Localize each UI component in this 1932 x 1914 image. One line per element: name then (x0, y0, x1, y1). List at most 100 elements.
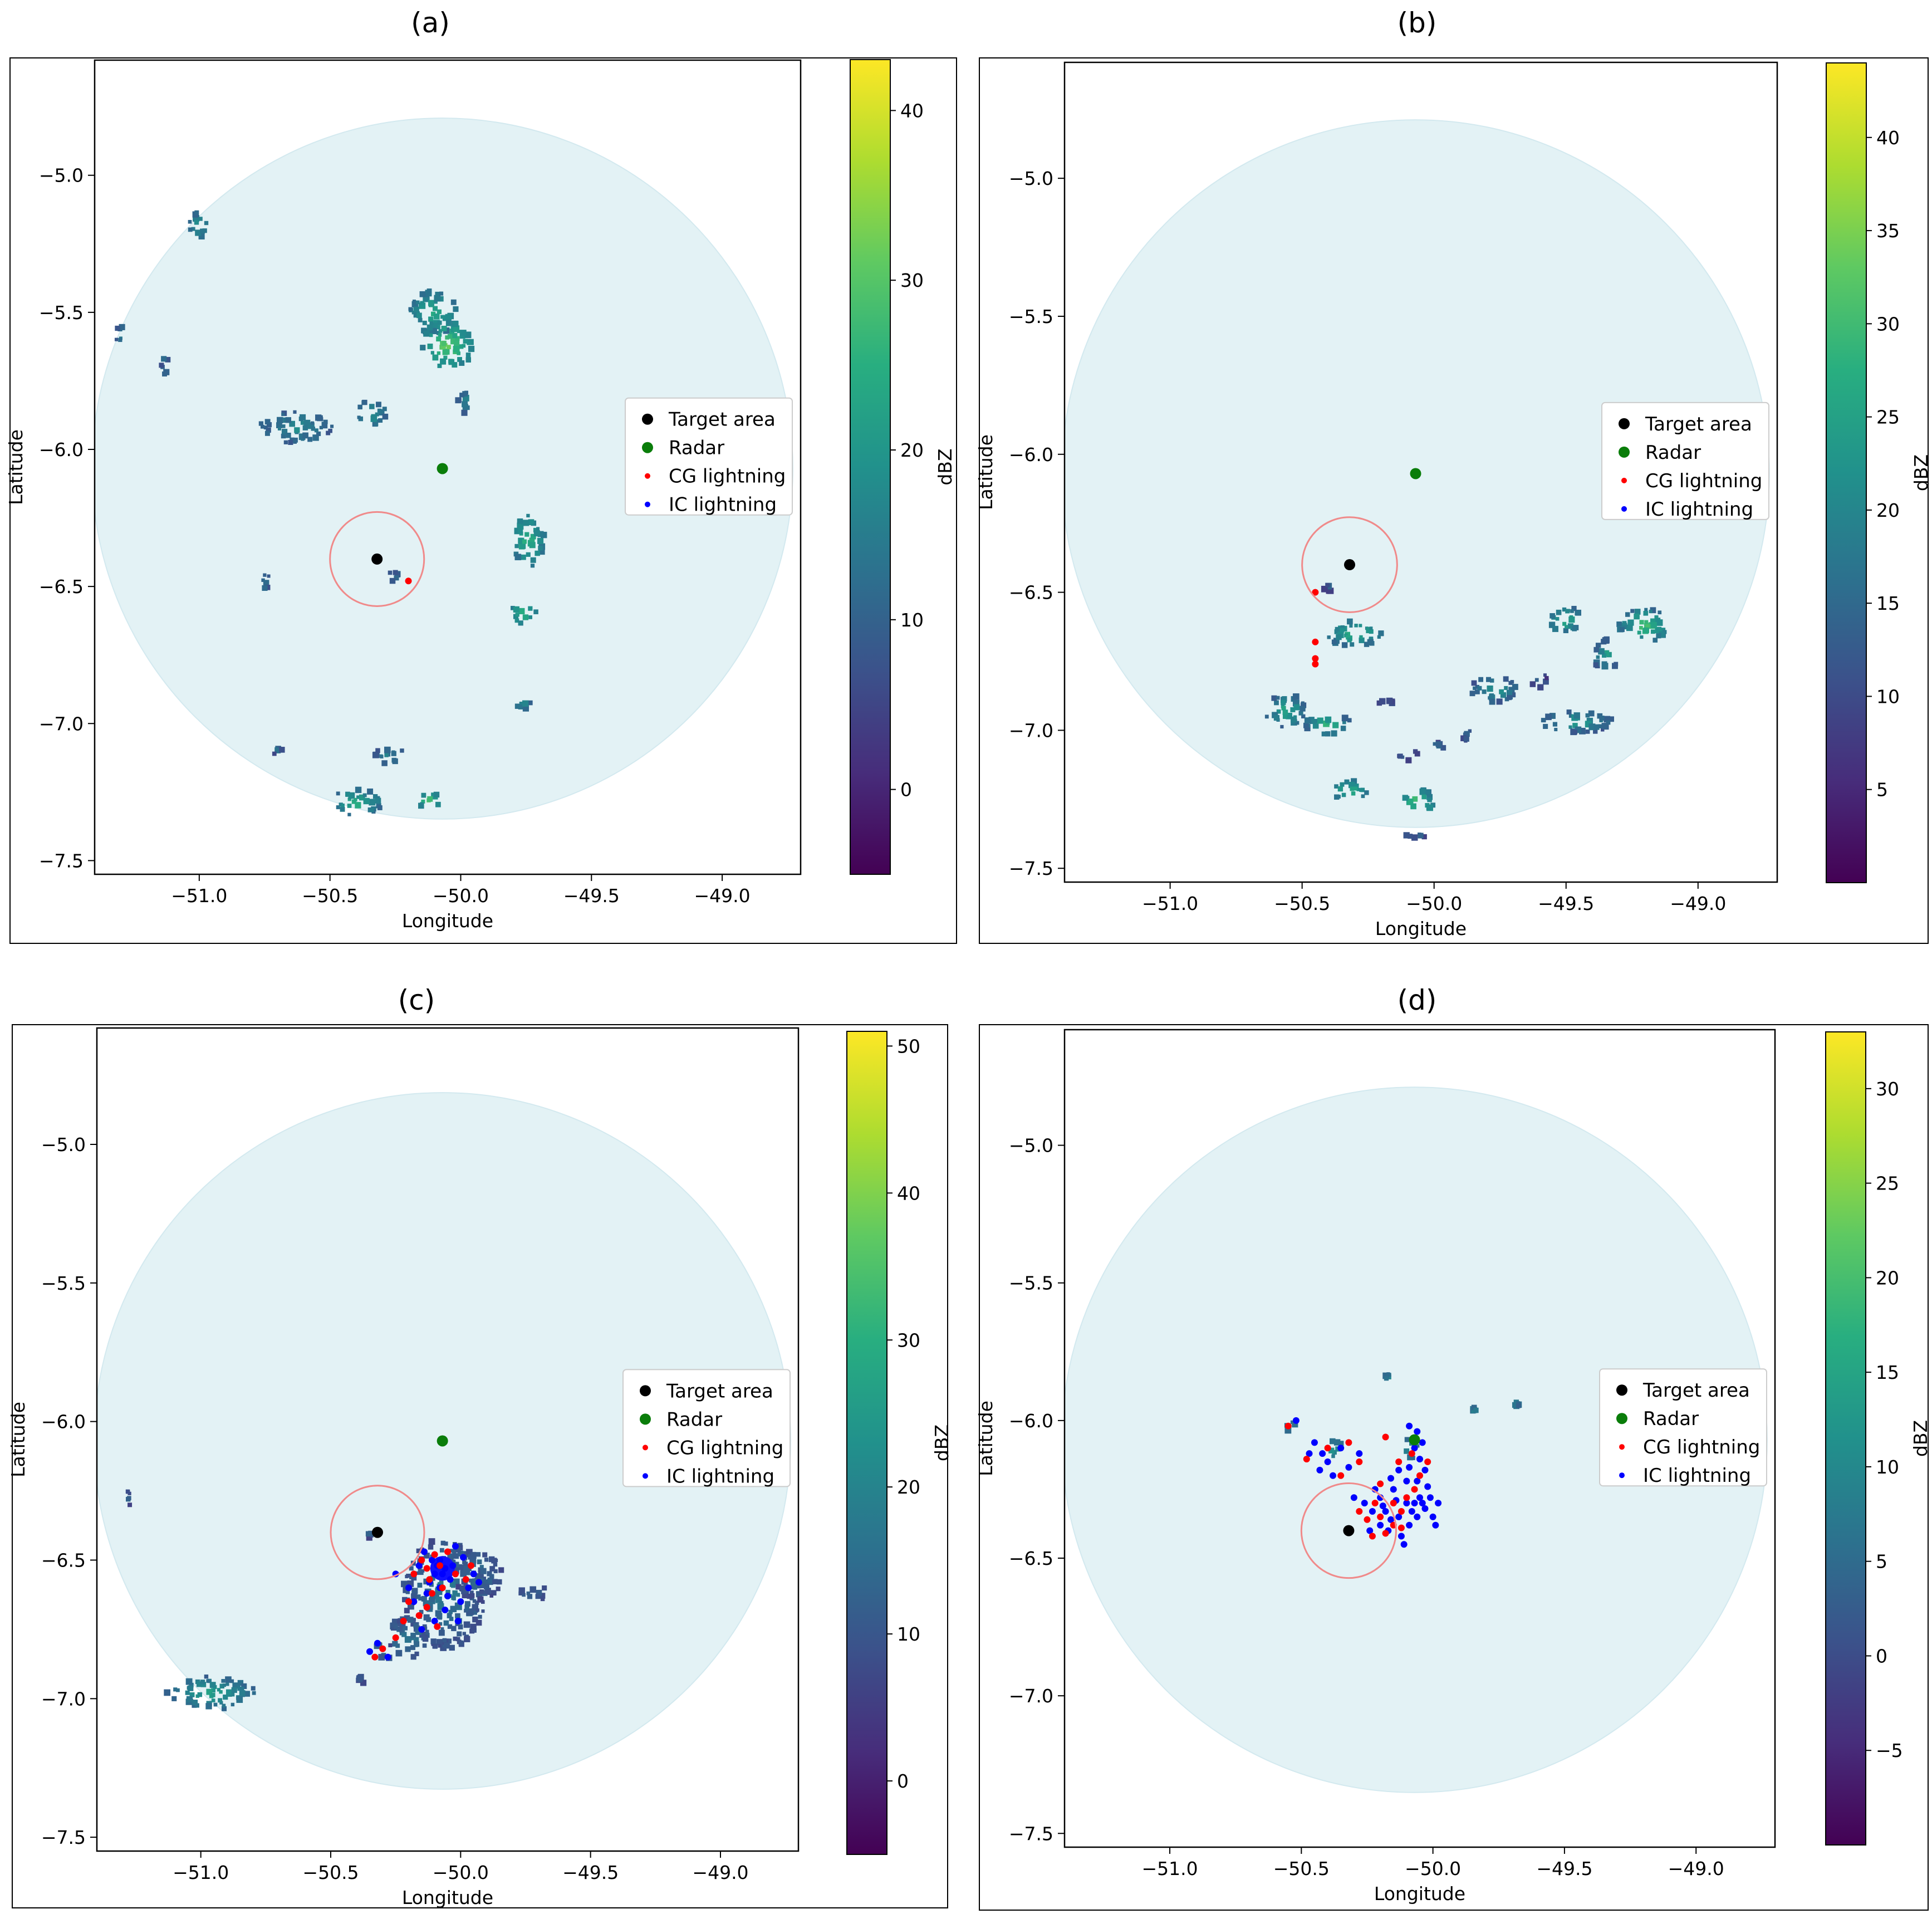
echo-pixel (1659, 631, 1665, 638)
echo-pixel (1486, 677, 1492, 682)
echo-pixel (439, 1548, 444, 1553)
echo-pixel (443, 348, 450, 355)
echo-pixel (189, 1682, 194, 1688)
echo-pixel (1616, 621, 1622, 627)
echo-pixel (225, 1676, 232, 1683)
echo-pixel (1414, 751, 1420, 757)
echo-cell (336, 786, 383, 816)
ic-lightning-point (1330, 1472, 1337, 1479)
radar-marker (1410, 468, 1421, 479)
ic-lightning-point (1311, 1439, 1318, 1446)
ic-lightning-point (1403, 1500, 1410, 1507)
echo-pixel (472, 1616, 478, 1623)
echo-pixel (518, 1587, 525, 1594)
echo-pixel (396, 1622, 400, 1627)
cg-lightning-point (434, 1623, 441, 1630)
x-tick-label: −50.0 (1406, 893, 1462, 914)
echo-pixel (401, 1580, 408, 1588)
echo-pixel (439, 1580, 444, 1585)
echo-pixel (1537, 684, 1544, 691)
ic-lightning-point (374, 1639, 381, 1647)
echo-pixel (1356, 787, 1360, 791)
echo-pixel (1359, 624, 1362, 628)
echo-pixel (1331, 730, 1337, 737)
echo-pixel (438, 329, 443, 333)
echo-pixel (415, 1652, 419, 1656)
echo-pixel (455, 1613, 460, 1619)
echo-pixel (469, 1628, 475, 1634)
colorbar-tick-label: 30 (897, 1329, 920, 1351)
cg-lightning-point (1416, 1472, 1423, 1479)
ic-lightning-point (1382, 1507, 1389, 1515)
echo-pixel (533, 530, 540, 537)
echo-pixel (542, 1585, 547, 1591)
echo-pixel (462, 391, 468, 396)
echo-pixel (188, 219, 192, 224)
cg-lightning-point (468, 1562, 474, 1569)
target-area-marker (371, 553, 383, 565)
echo-pixel (538, 549, 545, 555)
echo-pixel (1475, 684, 1480, 689)
colorbar-label: dBZ (1910, 1420, 1931, 1457)
cg-lightning-point (371, 1653, 379, 1661)
echo-pixel (1566, 709, 1572, 715)
echo-pixel (1402, 795, 1409, 801)
echo-pixel (197, 1692, 203, 1697)
legend-marker-target (1616, 1384, 1627, 1396)
y-axis-label: Latitude (7, 1402, 29, 1477)
echo-cell (1376, 697, 1395, 707)
echo-pixel (298, 433, 306, 440)
colorbar-label: dBZ (934, 448, 956, 485)
echo-cell (1403, 832, 1427, 841)
echo-pixel (1650, 618, 1656, 624)
echo-cell (1512, 1399, 1522, 1409)
echo-pixel (198, 217, 203, 221)
x-tick-label: −50.5 (302, 885, 358, 907)
y-tick-label: −5.0 (41, 1134, 86, 1156)
echo-pixel (533, 609, 538, 614)
echo-pixel (462, 394, 469, 402)
echo-pixel (535, 550, 540, 556)
echo-pixel (428, 1538, 435, 1545)
x-tick-label: −49.0 (694, 885, 751, 907)
echo-pixel (219, 1690, 223, 1694)
cg-lightning-point (405, 1598, 412, 1605)
echo-pixel (1555, 616, 1560, 621)
echo-pixel (470, 1555, 477, 1562)
echo-pixel (453, 1578, 460, 1585)
echo-pixel (1334, 784, 1338, 789)
echo-pixel (513, 606, 519, 613)
echo-pixel (421, 799, 425, 804)
echo-pixel (1593, 662, 1598, 668)
echo-pixel (435, 1596, 442, 1603)
echo-pixel (426, 324, 433, 331)
echo-pixel (450, 337, 457, 345)
echo-cell (420, 320, 475, 368)
panel-c: (c) −51.0 −50.5 −50.0 −49.5 −49.0 −5.0 −5.5 −6.0… (7, 984, 953, 1908)
echo-pixel (1300, 706, 1306, 712)
y-tick-label: −7.5 (41, 1827, 86, 1848)
ic-lightning-point (1345, 1463, 1352, 1471)
colorbar-tick-label: 35 (1876, 220, 1900, 242)
axes-frame (1063, 1029, 1776, 1848)
echo-pixel (323, 419, 328, 424)
echo-pixel (425, 293, 429, 297)
colorbar-gradient (846, 1031, 887, 1855)
echo-pixel (193, 215, 200, 222)
echo-pixel (1317, 717, 1323, 724)
echo-pixel (358, 416, 364, 422)
echo-pixel (477, 1596, 484, 1603)
echo-pixel (493, 1569, 498, 1574)
echo-pixel (452, 321, 459, 327)
echo-pixel (1408, 834, 1413, 839)
ic-lightning-point (1337, 1445, 1345, 1452)
echo-cell (1469, 676, 1518, 705)
target-area-marker (1344, 559, 1355, 571)
y-tick-label: −6.5 (1009, 582, 1053, 604)
echo-pixel (1650, 629, 1655, 634)
echo-pixel (225, 1689, 232, 1695)
echo-pixel (526, 552, 531, 557)
echo-pixel (1504, 686, 1508, 690)
echo-pixel (528, 606, 533, 611)
echo-pixel (1562, 621, 1567, 626)
